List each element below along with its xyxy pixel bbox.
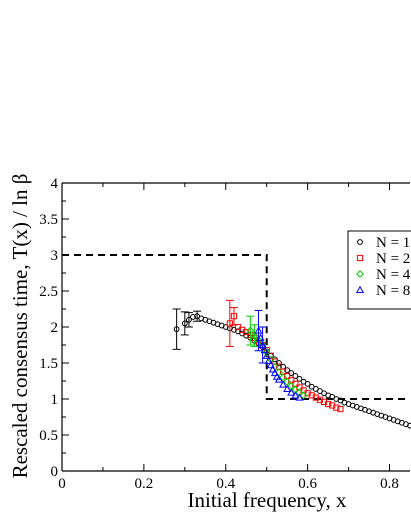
data-point [226,320,233,327]
y-axis-label: Rescaled consensus time, T(x) / ln β [8,174,32,479]
data-point [292,373,299,379]
y-tick-label: 2.5 [39,284,58,300]
legend-label: N = 8 [376,283,410,299]
x-tick-label: 0.4 [216,476,235,492]
data-point [250,331,259,340]
data-point [230,313,238,320]
data-point [325,400,332,408]
data-marks [62,254,411,429]
data-point [258,340,267,349]
data-point [260,345,269,354]
data-point [296,375,303,382]
data-point [333,404,340,411]
data-point [266,360,275,369]
legend: N = 1N = 2N = 4N = 8 [347,230,411,310]
series-4 [254,309,304,401]
data-point [283,384,292,392]
legend-marker [357,239,363,245]
x-axis-label: Initial frequency, x [188,488,347,512]
x-tick-label: 0.2 [135,476,154,492]
data-point [274,375,284,383]
data-point [246,326,255,335]
legend-marker [356,270,364,278]
data-point [262,348,271,357]
data-point [256,333,265,341]
legend-marker [356,254,364,262]
data-point [276,360,282,366]
y-tick-label: 2 [51,320,59,336]
y-tick-label: 3.5 [39,212,58,228]
legend-label: N = 1 [376,235,410,251]
data-point [264,356,273,364]
legend-label: N = 4 [376,267,411,283]
y-tick-label: 1 [51,392,59,408]
data-point [287,388,296,396]
data-point [186,316,192,323]
y-tick-label: 1.5 [39,356,58,372]
data-point [181,320,188,327]
data-point [254,326,263,334]
axes: 0 0.2 0.4 0.6 0.8 0 0.5 1 1.5 2 2.5 3 3.5 4 [39,176,410,492]
data-point [262,351,271,359]
data-point [268,365,277,373]
x-tick-label: 0.8 [380,476,399,492]
y-tick-label: 0.5 [39,428,58,444]
legend-marker [355,285,365,294]
data-point [407,422,411,429]
data-point [270,368,279,377]
x-tick-label: 0.6 [298,476,317,492]
data-point [190,314,196,320]
data-point [173,326,180,333]
y-tick-label: 0 [51,464,59,480]
data-point [279,380,288,388]
data-point [304,380,311,387]
y-tick-label: 4 [51,176,59,192]
data-point [295,388,304,397]
x-tick-label: 0 [58,476,66,492]
data-point [291,391,300,399]
data-point [337,405,344,413]
data-point [295,393,304,401]
data-point [284,367,291,374]
y-tick-label: 3 [51,248,59,264]
legend-label: N = 2 [376,251,410,267]
data-point [299,391,308,400]
